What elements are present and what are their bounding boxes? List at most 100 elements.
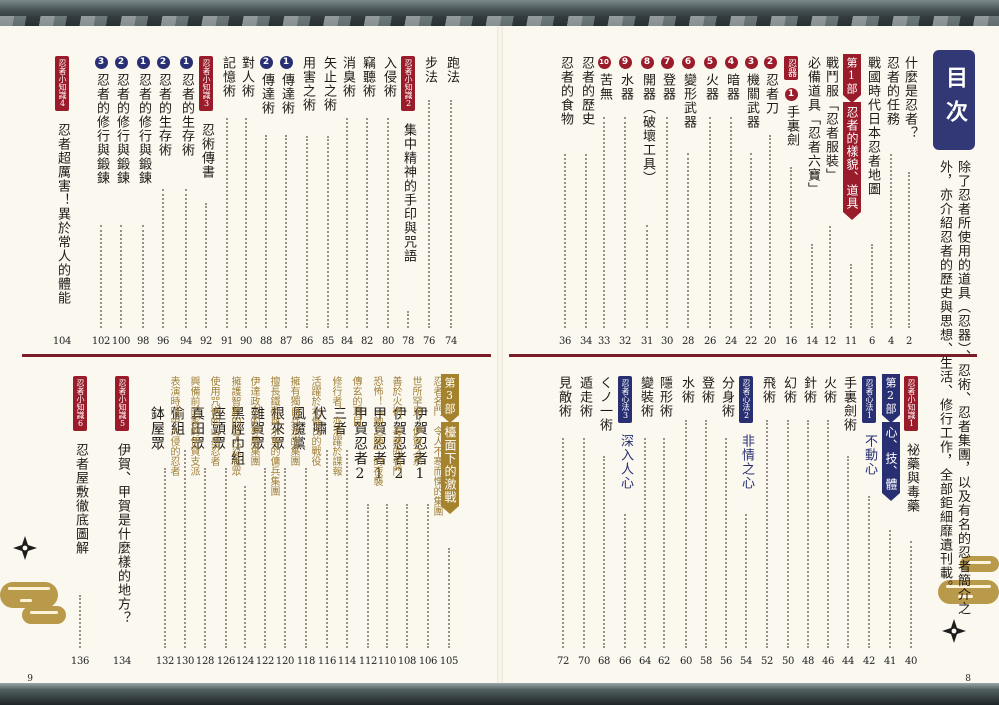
page-number: 22 xyxy=(744,336,758,347)
dotted-leader xyxy=(204,468,206,648)
entry-title: 開器（破壞工具） xyxy=(640,73,655,185)
page-number: 28 xyxy=(681,336,695,347)
dotted-leader xyxy=(367,504,369,648)
entry-subtitle: 恐怖！「鉤之陣」的夜襲 xyxy=(371,376,382,486)
entry-title: 祕藥與毒藥 xyxy=(904,443,919,513)
entry-title: 伊賀、甲賀是什麼樣的地方？ xyxy=(115,443,130,625)
page-number: 66 xyxy=(618,656,632,667)
dotted-leader xyxy=(730,117,732,328)
section-tag: 忍者心法2 xyxy=(739,376,753,423)
entry-title: 忍者的修行與鍛鍊 xyxy=(94,73,109,185)
page-number: 68 xyxy=(597,656,611,667)
entry-title: 伊賀忍者1 xyxy=(412,406,428,483)
gold-cloud-icon xyxy=(0,582,58,608)
entry-title: 遁走術 xyxy=(577,376,592,418)
page-number: 100 xyxy=(111,336,131,347)
entry-title: 傳達術 xyxy=(279,73,294,115)
entry-subtitle: 活躍於北條氏的戰役 xyxy=(309,376,320,466)
entry-title: 傳達術 xyxy=(259,73,274,115)
section-tag: 忍者小知識1 xyxy=(904,376,918,431)
page-number: 108 xyxy=(397,656,417,667)
page-number: 78 xyxy=(401,336,415,347)
page-number: 50 xyxy=(781,656,795,667)
entry-title: 忍者的修行與鍛鍊 xyxy=(114,73,129,185)
intro-line-2: 外，亦介紹忍者的歷史與思想、生活、修行工作，全部鉅細靡遺刊載。 xyxy=(937,160,952,594)
gold-cloud-icon xyxy=(960,556,999,572)
entry-title: 忍者屋敷徹底圖解 xyxy=(73,443,88,555)
entry-title: 忍術傳書 xyxy=(199,123,214,179)
dotted-leader xyxy=(745,513,747,648)
entry-title: 矢止之術 xyxy=(321,56,336,112)
page-number: 42 xyxy=(862,656,876,667)
page-number: 132 xyxy=(155,656,175,667)
page-number: 54 xyxy=(739,656,753,667)
page-number: 56 xyxy=(719,656,733,667)
page-number: 6 xyxy=(868,336,876,347)
part-heading: 第2部 xyxy=(882,374,900,423)
entry-title: 忍者的食物 xyxy=(558,56,573,126)
section-tag: 忍者心法1 xyxy=(862,376,876,423)
dotted-leader xyxy=(386,504,388,648)
entry-title: くノ一術 xyxy=(597,376,612,432)
number-badge: 1 xyxy=(179,56,193,69)
dotted-leader xyxy=(164,468,166,648)
section-tag: 忍者小知識3 xyxy=(199,56,213,111)
entry-title: 登術 xyxy=(699,376,714,404)
dotted-leader xyxy=(305,468,307,648)
page-number: 91 xyxy=(220,336,234,347)
entry-title: 忍者的任務 xyxy=(884,56,899,126)
page-number: 36 xyxy=(558,336,572,347)
entry-title: 用害之術 xyxy=(300,56,315,112)
page-number: 82 xyxy=(360,336,374,347)
page-number: 114 xyxy=(337,656,357,667)
entry-subtitle: 善於火術、毒藥的名門 xyxy=(390,376,401,476)
dotted-leader xyxy=(908,172,910,328)
ninja-star-icon xyxy=(942,619,966,643)
page-number: 128 xyxy=(195,656,215,667)
page-number: 90 xyxy=(239,336,253,347)
page-number: 124 xyxy=(235,656,255,667)
dotted-leader xyxy=(245,118,247,328)
dotted-leader xyxy=(407,311,409,328)
part-title: 忍者的樣貌、道具 xyxy=(843,102,861,220)
dotted-leader xyxy=(564,154,566,328)
entry-title: 飛術 xyxy=(760,376,775,404)
dotted-leader xyxy=(624,117,626,328)
entry-title: 深入人心 xyxy=(618,433,633,490)
page-number: 94 xyxy=(179,336,193,347)
entry-subtitle: 表演時暗中入侵的忍者 xyxy=(168,376,179,476)
entry-title: 記憶術 xyxy=(220,56,235,98)
part-title: 心、技、體 xyxy=(882,422,900,501)
entry-title: 火術 xyxy=(821,376,836,404)
entry-title: 不動心 xyxy=(862,433,877,476)
dotted-leader xyxy=(827,420,829,648)
dotted-leader xyxy=(889,530,891,648)
intro-line-1: 除了忍者所使用的道具（忍器）、忍術、忍者集團，以及有名的忍者簡介之 xyxy=(955,160,970,616)
page-number: 2 xyxy=(905,336,913,347)
page-number: 12 xyxy=(823,336,837,347)
entry-title: 忍者超厲害！異於常人的體能 xyxy=(55,123,70,305)
page-number: 134 xyxy=(112,656,132,667)
number-badge: 2 xyxy=(114,56,128,69)
entry-title: 登器 xyxy=(660,73,675,101)
top-wave-band xyxy=(0,0,999,26)
entry-title: 忍者的生存術 xyxy=(156,73,171,157)
dotted-leader xyxy=(265,135,267,328)
number-badge: 6 xyxy=(681,56,695,69)
entry-title: 伏嘯 xyxy=(311,406,327,436)
entry-title: 必備道具「忍者六寶」 xyxy=(805,56,820,196)
dotted-leader xyxy=(162,189,164,328)
entry-title: 竊聽術 xyxy=(360,56,375,98)
dotted-leader xyxy=(562,438,564,648)
page-number: 14 xyxy=(805,336,819,347)
gold-cloud-icon xyxy=(22,606,66,624)
dotted-leader xyxy=(244,486,246,648)
entry-subtitle: 擅長鐵砲與水軍的傭兵集團 xyxy=(268,376,279,496)
page-number: 11 xyxy=(844,336,858,347)
dotted-leader xyxy=(100,225,102,328)
number-badge: 7 xyxy=(660,56,674,69)
dotted-leader xyxy=(687,153,689,328)
dotted-leader xyxy=(448,548,450,648)
entry-title: 忍者刀 xyxy=(763,73,778,115)
dotted-leader xyxy=(807,420,809,648)
